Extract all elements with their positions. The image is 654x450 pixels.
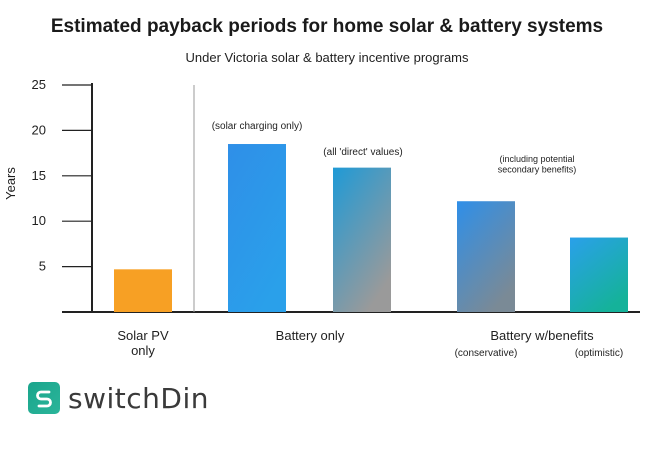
bar-annotation: (including potential secondary benefits) xyxy=(498,154,577,174)
switchdin-s-icon xyxy=(28,382,60,414)
y-tick-label: 5 xyxy=(39,259,46,274)
bar xyxy=(457,201,515,312)
group-label: Battery only xyxy=(276,328,345,343)
switchdin-logo: switchDin xyxy=(28,380,209,416)
chart-subtitle: Under Victoria solar & battery incentive… xyxy=(185,50,469,65)
y-axis-label: Years xyxy=(3,167,18,200)
y-tick-label: 25 xyxy=(32,77,46,92)
group-label: Battery w/benefits xyxy=(490,328,594,343)
chart-title: Estimated payback periods for home solar… xyxy=(50,16,604,37)
bar xyxy=(570,237,628,312)
bar-annotation: (all 'direct' values) xyxy=(323,147,402,158)
bar-sublabel: (optimistic) xyxy=(575,348,623,359)
y-tick-label: 10 xyxy=(32,213,46,228)
logo-text: switchDin xyxy=(68,381,209,415)
y-tick-label: 20 xyxy=(32,122,46,137)
bar xyxy=(333,167,391,312)
bar-sublabel: (conservative) xyxy=(455,348,518,359)
group-label: Solar PV only xyxy=(117,328,169,358)
y-tick-label: 15 xyxy=(32,168,46,183)
bar xyxy=(114,269,172,312)
bar-annotation: (solar charging only) xyxy=(212,121,303,132)
bar xyxy=(228,144,286,312)
